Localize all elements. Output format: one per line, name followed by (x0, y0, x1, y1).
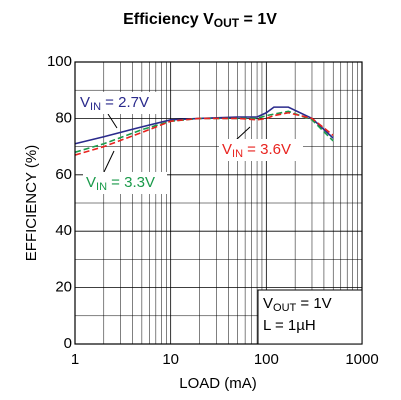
y-tick-label: 20 (55, 279, 72, 296)
legend-label-part: = 3.3V (107, 174, 155, 191)
series-line (74, 110, 334, 154)
annotation-part: V (263, 295, 273, 312)
y-tick-label: 80 (55, 109, 72, 126)
legend-label-part: IN (232, 148, 243, 160)
chart-title: Efficiency VOUT = 1V (123, 11, 277, 30)
title-part: = 1V (239, 11, 277, 28)
legend-label: VIN = 3.6V (222, 141, 291, 160)
label-arrow (103, 150, 115, 173)
legend-label: VIN = 3.3V (86, 174, 155, 193)
legend-label-part: V (86, 174, 96, 191)
annotation: L = 1µH (263, 317, 316, 334)
y-tick-label: 100 (47, 53, 72, 70)
y-axis-label: EFFICIENCY (%) (23, 145, 40, 261)
label-arrow (235, 126, 251, 141)
annotation-box (257, 289, 363, 345)
x-tick-label: 10 (162, 351, 179, 368)
series-line (74, 106, 334, 145)
title-part: OUT (214, 16, 240, 30)
x-axis-label: LOAD (mA) (179, 375, 257, 392)
x-tick-label: 1 (71, 351, 79, 368)
legend-label-part: V (222, 141, 232, 158)
y-tick-label: 40 (55, 222, 72, 239)
legend-label-part: IN (96, 181, 107, 193)
annotation-part: OUT (273, 302, 297, 314)
x-tick-label: 1000 (345, 351, 378, 368)
y-tick-label: 60 (55, 166, 72, 183)
annotation: VOUT = 1V (263, 295, 332, 314)
title-part: Efficiency V (123, 11, 214, 28)
y-tick-label: 0 (64, 335, 72, 352)
legend-label-part: IN (90, 101, 101, 113)
annotation-part: = 1V (296, 295, 331, 312)
legend-bg (77, 92, 161, 114)
x-tick-label: 100 (254, 351, 279, 368)
legend-label: VIN = 2.7V (80, 94, 149, 113)
plot-frame (74, 61, 363, 345)
series-line (74, 111, 334, 156)
legend-label-part: = 2.7V (101, 94, 149, 111)
legend-label-part: V (80, 94, 90, 111)
label-arrow (107, 113, 118, 129)
legend-label-part: = 3.6V (243, 141, 291, 158)
legend-bg (219, 139, 303, 161)
legend-bg (83, 172, 167, 194)
